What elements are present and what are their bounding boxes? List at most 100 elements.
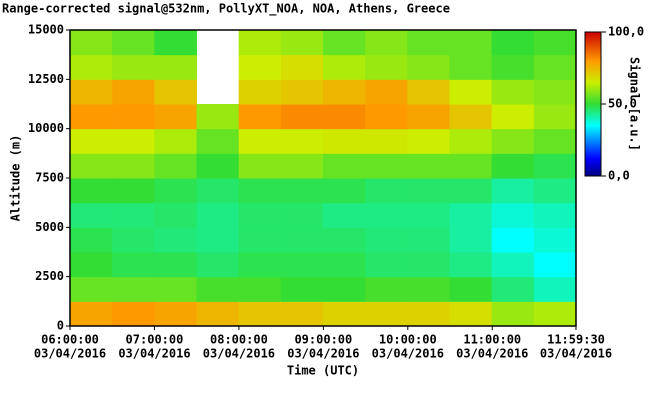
heatmap-cell xyxy=(196,301,240,327)
heatmap-cell xyxy=(407,202,450,228)
heatmap-cell xyxy=(449,202,493,228)
heatmap-cell xyxy=(70,276,113,302)
heatmap-cell xyxy=(407,153,450,179)
heatmap-cell xyxy=(112,128,155,154)
y-tick-label: 5000 xyxy=(35,220,64,234)
heatmap-cell xyxy=(70,153,113,179)
x-tick-label: 03/04/2016 xyxy=(456,347,528,361)
heatmap-cell xyxy=(154,202,197,228)
x-tick-label: 11:59:30 xyxy=(547,333,605,347)
heatmap-cell xyxy=(112,79,155,105)
heatmap-cell xyxy=(449,227,493,253)
heatmap-cell xyxy=(407,79,450,105)
heatmap-cell xyxy=(154,276,197,302)
heatmap-cell xyxy=(238,30,282,56)
heatmap-cell xyxy=(238,301,282,327)
heatmap-cell xyxy=(238,153,282,179)
heatmap-cell xyxy=(449,153,493,179)
heatmap-cell xyxy=(491,153,535,179)
heatmap-cell xyxy=(365,30,408,56)
heatmap-cell xyxy=(533,252,577,278)
heatmap-cell xyxy=(449,252,493,278)
heatmap-cell xyxy=(407,252,450,278)
heatmap-cell xyxy=(323,301,366,327)
heatmap-cell xyxy=(280,178,324,204)
x-tick-label: 03/04/2016 xyxy=(287,347,359,361)
heatmap-cell xyxy=(112,276,155,302)
heatmap-cell xyxy=(533,276,577,302)
colorbar-tick-label: 100,0 xyxy=(608,25,644,39)
heatmap-cell xyxy=(323,153,366,179)
heatmap-cell xyxy=(154,252,197,278)
heatmap-cell xyxy=(70,104,113,130)
heatmap-cell xyxy=(154,30,197,56)
heatmap-cell xyxy=(70,79,113,105)
x-tick-label: 03/04/2016 xyxy=(118,347,190,361)
heatmap-cell xyxy=(365,153,408,179)
heatmap-cell xyxy=(196,276,240,302)
heatmap-cell xyxy=(533,30,577,56)
heatmap-cell xyxy=(238,104,282,130)
heatmap-cell xyxy=(112,178,155,204)
heatmap-cell xyxy=(365,276,408,302)
heatmap-cell xyxy=(112,301,155,327)
heatmap-cell xyxy=(196,128,240,154)
heatmap-cell xyxy=(280,128,324,154)
heatmap-cell xyxy=(491,227,535,253)
heatmap-cell xyxy=(196,178,240,204)
heatmap-cell xyxy=(533,301,577,327)
x-tick-label: 07:00:00 xyxy=(126,333,184,347)
y-axis-label: Altitude (m) xyxy=(9,135,23,222)
heatmap-cell xyxy=(112,54,155,80)
heatmap-cell xyxy=(365,104,408,130)
heatmap-cell xyxy=(196,252,240,278)
heatmap-cell xyxy=(533,178,577,204)
heatmap-cell xyxy=(491,301,535,327)
heatmap-cell xyxy=(323,79,366,105)
y-tick-label: 0 xyxy=(57,319,64,333)
heatmap-cell xyxy=(70,30,113,56)
heatmap-cell xyxy=(238,276,282,302)
y-tick-label: 12500 xyxy=(28,72,64,86)
heatmap-cell xyxy=(154,153,197,179)
heatmap-cell xyxy=(449,30,493,56)
heatmap-cell xyxy=(449,178,493,204)
x-tick-label: 03/04/2016 xyxy=(203,347,275,361)
x-tick-label: 08:00:00 xyxy=(210,333,268,347)
heatmap-cell xyxy=(491,30,535,56)
heatmap-cell xyxy=(491,54,535,80)
heatmap-cell xyxy=(491,202,535,228)
heatmap-cell xyxy=(407,227,450,253)
heatmap-cell xyxy=(70,252,113,278)
heatmap-cell xyxy=(280,276,324,302)
heatmap-cell xyxy=(407,276,450,302)
heatmap-cell xyxy=(491,79,535,105)
colorbar xyxy=(584,31,602,177)
heatmap-cell xyxy=(323,227,366,253)
heatmap-cell xyxy=(280,227,324,253)
heatmap-cell xyxy=(280,30,324,56)
x-tick-label: 03/04/2016 xyxy=(540,347,612,361)
heatmap-cell xyxy=(533,227,577,253)
y-tick-label: 15000 xyxy=(28,23,64,37)
heatmap-cell xyxy=(407,30,450,56)
heatmap-cell xyxy=(238,252,282,278)
heatmap-cell xyxy=(407,128,450,154)
heatmap-cell xyxy=(154,79,197,105)
heatmap-cell xyxy=(154,301,197,327)
heatmap-cell xyxy=(280,79,324,105)
heatmap-cell xyxy=(280,252,324,278)
heatmap-cell xyxy=(533,104,577,130)
heatmap-cell xyxy=(323,202,366,228)
heatmap-cell xyxy=(449,128,493,154)
x-tick-label: 11:00:00 xyxy=(463,333,521,347)
heatmap-cell xyxy=(112,104,155,130)
heatmap-cell xyxy=(407,301,450,327)
heatmap-cell xyxy=(70,227,113,253)
y-tick-label: 7500 xyxy=(35,171,64,185)
heatmap-cell xyxy=(112,227,155,253)
heatmap-cell xyxy=(280,153,324,179)
heatmap-cell xyxy=(533,128,577,154)
colorbar-label: Signal [a.u.] xyxy=(628,57,642,151)
